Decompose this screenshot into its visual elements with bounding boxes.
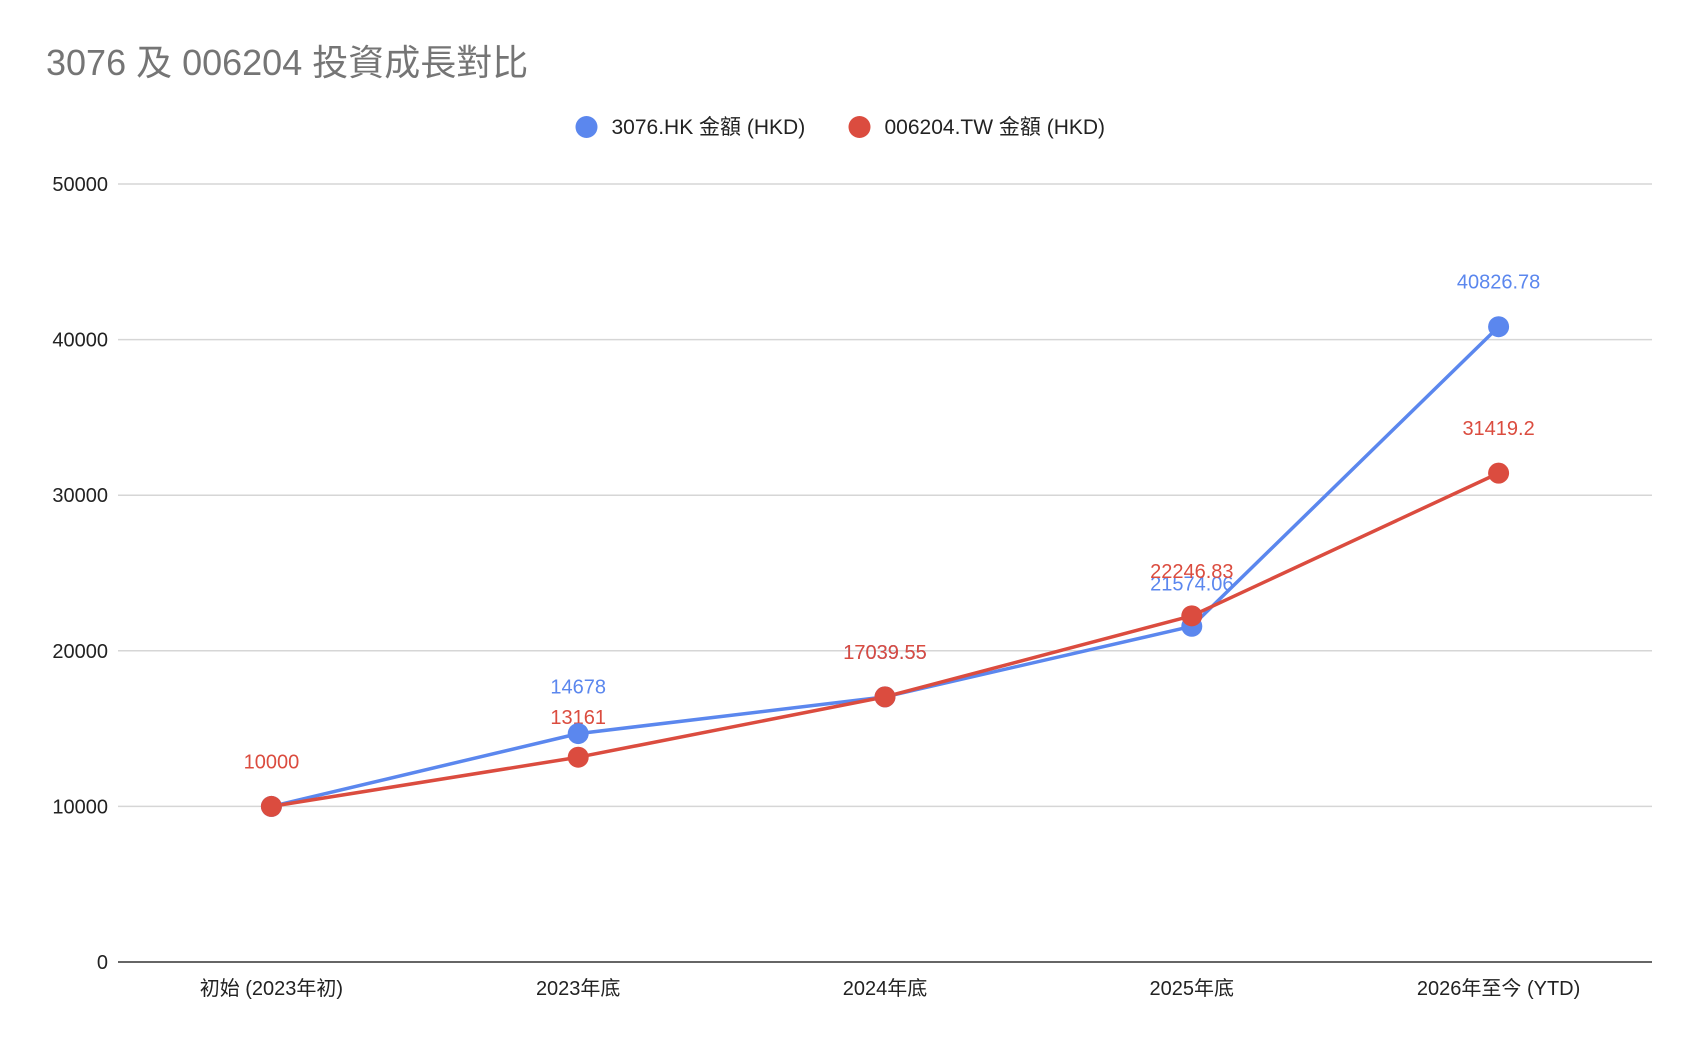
data-label: 14678 bbox=[550, 677, 606, 699]
data-point bbox=[874, 686, 896, 708]
data-label: 40826.78 bbox=[1457, 272, 1540, 294]
data-point bbox=[567, 746, 589, 768]
y-tick-label: 20000 bbox=[52, 641, 108, 663]
data-label: 31419.2 bbox=[1462, 418, 1534, 440]
data-label: 17039.55 bbox=[843, 642, 926, 664]
data-point bbox=[1181, 605, 1203, 627]
x-tick-label: 2025年底 bbox=[1150, 977, 1235, 1000]
data-point bbox=[567, 723, 589, 745]
x-tick-label: 2026年至今 (YTD) bbox=[1417, 977, 1580, 1000]
y-tick-label: 30000 bbox=[52, 485, 108, 507]
chart-title: 3076 及 006204 投資成長對比 bbox=[46, 42, 529, 83]
data-label: 21574.06 bbox=[1150, 573, 1233, 595]
data-point bbox=[1488, 316, 1510, 338]
legend-label: 3076.HK 金額 (HKD) bbox=[612, 116, 806, 139]
legend-label: 006204.TW 金額 (HKD) bbox=[885, 116, 1106, 139]
series-line bbox=[270, 325, 1500, 809]
y-tick-label: 10000 bbox=[52, 796, 108, 818]
legend-marker bbox=[575, 116, 598, 138]
data-label: 10000 bbox=[244, 751, 300, 773]
legend-marker bbox=[848, 116, 871, 138]
x-tick-label: 2024年底 bbox=[843, 977, 928, 1000]
series-line bbox=[271, 471, 1500, 809]
data-point bbox=[260, 795, 282, 817]
data-point bbox=[1488, 462, 1510, 484]
data-label: 13161 bbox=[550, 707, 606, 729]
x-tick-label: 初始 (2023年初) bbox=[200, 977, 343, 1000]
y-tick-label: 50000 bbox=[52, 174, 108, 196]
data-label: 17039.55 bbox=[843, 642, 926, 664]
data-label: 22246.83 bbox=[1150, 561, 1233, 583]
y-tick-label: 40000 bbox=[52, 330, 108, 352]
x-tick-label: 2023年底 bbox=[536, 977, 621, 1000]
y-tick-label: 0 bbox=[97, 952, 108, 974]
